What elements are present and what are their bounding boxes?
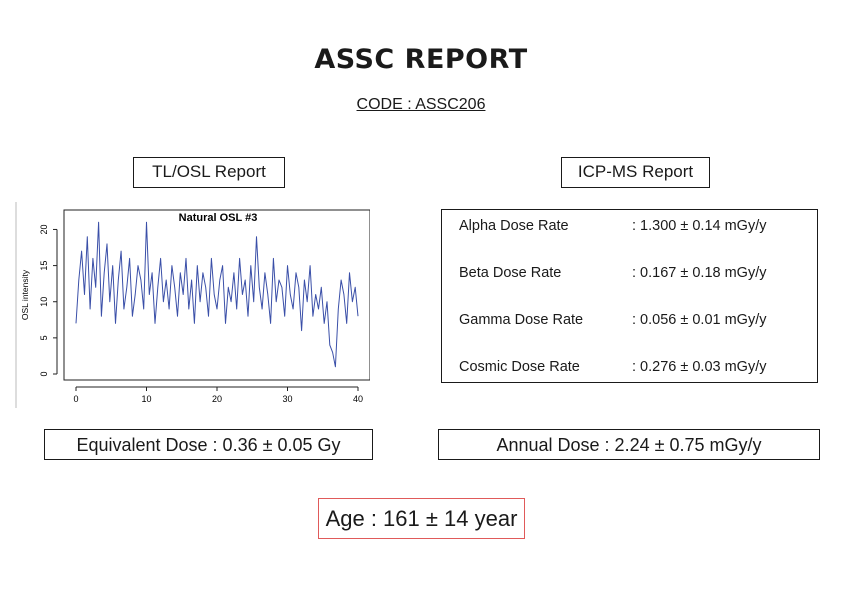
dose-rate-label: Alpha Dose Rate [459, 218, 569, 234]
chart-plot-frame [63, 209, 370, 381]
equivalent-dose-box: Equivalent Dose : 0.36 ± 0.05 Gy [44, 429, 373, 460]
dose-rate-value: : 1.300 ± 0.14 mGy/y [632, 218, 767, 234]
annual-dose-box: Annual Dose : 2.24 ± 0.75 mGy/y [438, 429, 820, 460]
osl-chart: Natural OSL #3 OSL intensity 0 10 20 30 40 0 5… [15, 202, 370, 408]
dose-rate-value: : 0.056 ± 0.01 mGy/y [632, 312, 767, 328]
chart-axes: 0 10 20 30 40 0 5 10 15 20 [39, 224, 363, 404]
y-tick-label: 10 [39, 297, 49, 307]
dose-rate-label: Cosmic Dose Rate [459, 359, 580, 375]
y-tick-label: 5 [39, 335, 49, 340]
x-tick-label: 10 [141, 394, 151, 404]
tl-osl-report-header: TL/OSL Report [133, 157, 285, 188]
dose-rate-label: Gamma Dose Rate [459, 312, 584, 328]
dose-rate-value: : 0.276 ± 0.03 mGy/y [632, 359, 767, 375]
icp-ms-report-header: ICP-MS Report [561, 157, 710, 188]
osl-series-line [75, 221, 359, 368]
chart-y-axis-label: OSL intensity [20, 269, 30, 320]
y-tick-label: 15 [39, 261, 49, 271]
dose-rate-value: : 0.167 ± 0.18 mGy/y [632, 265, 767, 281]
x-tick-label: 30 [282, 394, 292, 404]
icp-ms-panel: Alpha Dose Rate : 1.300 ± 0.14 mGy/y Bet… [441, 209, 818, 383]
x-tick-label: 0 [73, 394, 78, 404]
x-tick-label: 40 [353, 394, 363, 404]
chart-title: Natural OSL #3 [179, 212, 258, 224]
y-tick-label: 20 [39, 224, 49, 234]
report-code: CODE : ASSC206 [356, 96, 486, 113]
x-tick-label: 20 [212, 394, 222, 404]
dose-rate-label: Beta Dose Rate [459, 265, 562, 281]
chart-marks [75, 221, 359, 368]
age-result-box: Age : 161 ± 14 year [318, 498, 525, 539]
report-title: ASSC REPORT [314, 44, 528, 75]
y-tick-label: 0 [39, 371, 49, 376]
